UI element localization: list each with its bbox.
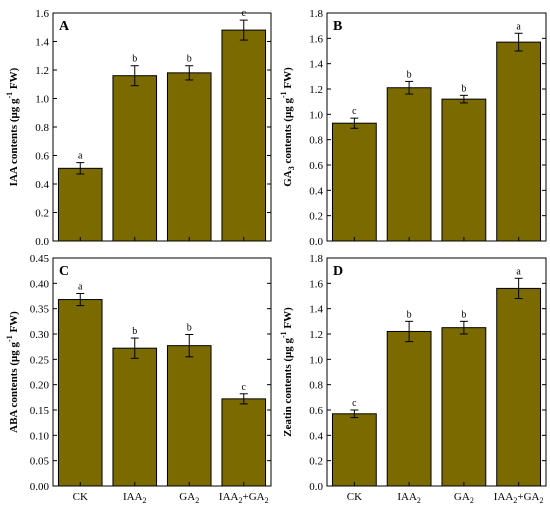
y-tick-label: 0.0 — [309, 236, 323, 248]
bar — [112, 347, 158, 487]
y-tick-label: 0.6 — [309, 405, 323, 417]
panel-label: B — [333, 19, 342, 34]
y-tick-label: 0.4 — [309, 430, 323, 442]
bar — [112, 75, 158, 242]
significance-letter: b — [187, 323, 192, 334]
x-tick-label: IAA2+GA2 — [219, 491, 269, 505]
bar — [496, 287, 542, 487]
bar — [221, 29, 267, 242]
significance-letter: c — [242, 8, 247, 19]
y-tick-label: 0.45 — [30, 253, 50, 265]
y-tick-label: 0.15 — [30, 405, 50, 417]
y-tick-label: 1.0 — [35, 94, 49, 106]
significance-letter: b — [407, 309, 412, 320]
significance-letter: b — [407, 69, 412, 80]
y-tick-label: 1.2 — [309, 329, 323, 341]
y-tick-label: 1.6 — [309, 33, 323, 45]
y-tick-label: 0.00 — [30, 481, 50, 493]
plot-frame — [326, 257, 547, 487]
y-tick-label: 0.35 — [30, 304, 50, 316]
y-tick-label: 1.6 — [35, 8, 49, 20]
y-tick-label: 1.2 — [35, 65, 49, 77]
y-tick-label: 0.0 — [309, 481, 323, 493]
y-axis-label: IAA contents (μg g-1 FW) — [5, 67, 20, 186]
y-tick-label: 1.8 — [309, 8, 323, 20]
bar — [496, 41, 542, 242]
y-axis-label: ABA contents (μg g-1 FW) — [5, 311, 20, 433]
y-tick-label: 0.2 — [309, 456, 323, 468]
significance-letter: b — [132, 326, 137, 337]
x-tick-label: GA2 — [454, 491, 474, 505]
bar — [331, 413, 377, 487]
plot-frame — [52, 257, 272, 487]
panel-label: A — [59, 19, 70, 34]
x-tick-label: CK — [73, 491, 88, 503]
x-tick-label: IAA2+GA2 — [494, 491, 544, 505]
bar — [221, 398, 267, 487]
significance-letter: a — [516, 266, 521, 277]
significance-letter: b — [461, 309, 466, 320]
panel-b: c b b a 0.0 0.2 0.4 0.6 0.8 1.0 1.2 1.4 1.6 1.8 B GA3 c… — [279, 8, 547, 248]
y-tick-label: 0.2 — [309, 211, 323, 223]
significance-letter: c — [352, 106, 357, 117]
significance-letter: c — [352, 398, 357, 409]
y-axis-label: GA3 contents (μg g-1 FW) — [279, 67, 296, 187]
y-tick-label: 0.8 — [309, 380, 323, 392]
y-tick-label: 0.40 — [30, 278, 50, 290]
y-tick-label: 1.2 — [309, 84, 323, 96]
y-tick-label: 0.10 — [30, 430, 50, 442]
y-tick-label: 0.4 — [309, 185, 323, 197]
panel-a: a b b c 0.0 0.2 0.4 0.6 0.8 1.0 1.2 1.4 1.6 A IAA cont… — [5, 8, 272, 248]
y-tick-label: 0.25 — [30, 354, 50, 366]
significance-letter: b — [132, 54, 137, 65]
y-axis-label: Zeatin contents (μg g-1 FW) — [279, 307, 294, 437]
bar — [441, 98, 487, 242]
bar — [57, 299, 103, 487]
y-tick-label: 0.30 — [30, 329, 50, 341]
y-tick-label: 0.2 — [35, 208, 49, 220]
x-tick-label: CK — [347, 491, 362, 503]
significance-letter: b — [461, 83, 466, 94]
y-tick-label: 0.05 — [30, 456, 50, 468]
significance-letter: b — [187, 54, 192, 65]
significance-letter: c — [242, 382, 247, 393]
y-tick-label: 0.0 — [35, 236, 49, 248]
bar — [441, 327, 487, 487]
y-tick-label: 1.8 — [309, 253, 323, 265]
y-tick-label: 0.20 — [30, 380, 50, 392]
y-tick-label: 1.4 — [309, 304, 323, 316]
y-tick-label: 0.6 — [35, 151, 49, 163]
bar — [57, 167, 103, 242]
panel-label: C — [59, 264, 69, 279]
panel-d: c b b a 0.0 0.2 0.4 0.6 0.8 1.0 1.2 1.4 1.6 1.8 CK IAA2… — [279, 253, 547, 505]
x-tick-label: IAA2 — [123, 491, 147, 505]
bar — [331, 122, 377, 242]
bar — [166, 345, 212, 487]
x-tick-label: GA2 — [179, 491, 199, 505]
significance-letter: a — [516, 21, 521, 32]
panel-c: a b b c 0.00 0.05 0.10 0.15 0.20 0.25 0.30 0.35 0.40… — [5, 253, 272, 505]
y-tick-label: 1.0 — [309, 109, 323, 121]
x-tick-label: IAA2 — [397, 491, 421, 505]
plot-frame — [326, 12, 547, 242]
y-tick-label: 0.4 — [35, 179, 49, 191]
panel-label: D — [333, 264, 343, 279]
y-tick-label: 1.0 — [309, 354, 323, 366]
y-tick-label: 0.8 — [309, 135, 323, 147]
bar — [386, 87, 432, 242]
y-tick-label: 1.4 — [35, 37, 49, 49]
y-tick-label: 0.6 — [309, 160, 323, 172]
bar — [166, 72, 212, 242]
y-tick-label: 1.4 — [309, 59, 323, 71]
y-tick-label: 0.8 — [35, 122, 49, 134]
significance-letter: a — [78, 151, 83, 162]
significance-letter: a — [78, 281, 83, 292]
bar — [386, 330, 432, 487]
y-tick-label: 1.6 — [309, 278, 323, 290]
